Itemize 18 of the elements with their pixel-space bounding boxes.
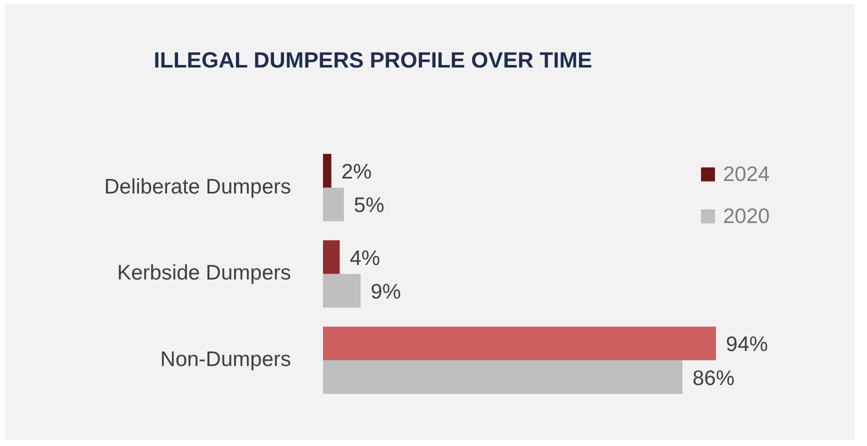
data-label: 2%: [341, 160, 372, 184]
y-tick-label: Kerbside Dumpers: [117, 262, 291, 285]
bar: [323, 326, 716, 360]
data-label: 94%: [726, 333, 768, 356]
chart-title: ILLEGAL DUMPERS PROFILE OVER TIME: [154, 47, 592, 72]
bar: [323, 240, 340, 274]
bar: [323, 188, 344, 222]
legend-label: 2020: [723, 205, 770, 228]
bar: [323, 360, 682, 394]
bar: [323, 154, 332, 188]
data-label: 4%: [350, 246, 380, 270]
y-tick-label: Deliberate Dumpers: [104, 175, 291, 198]
bar: [323, 274, 361, 308]
data-label: 86%: [692, 366, 735, 390]
legend-label: 2024: [723, 163, 770, 186]
data-label: 5%: [354, 194, 384, 218]
data-label: 9%: [370, 280, 401, 304]
y-tick-label: Non-Dumpers: [160, 348, 291, 372]
